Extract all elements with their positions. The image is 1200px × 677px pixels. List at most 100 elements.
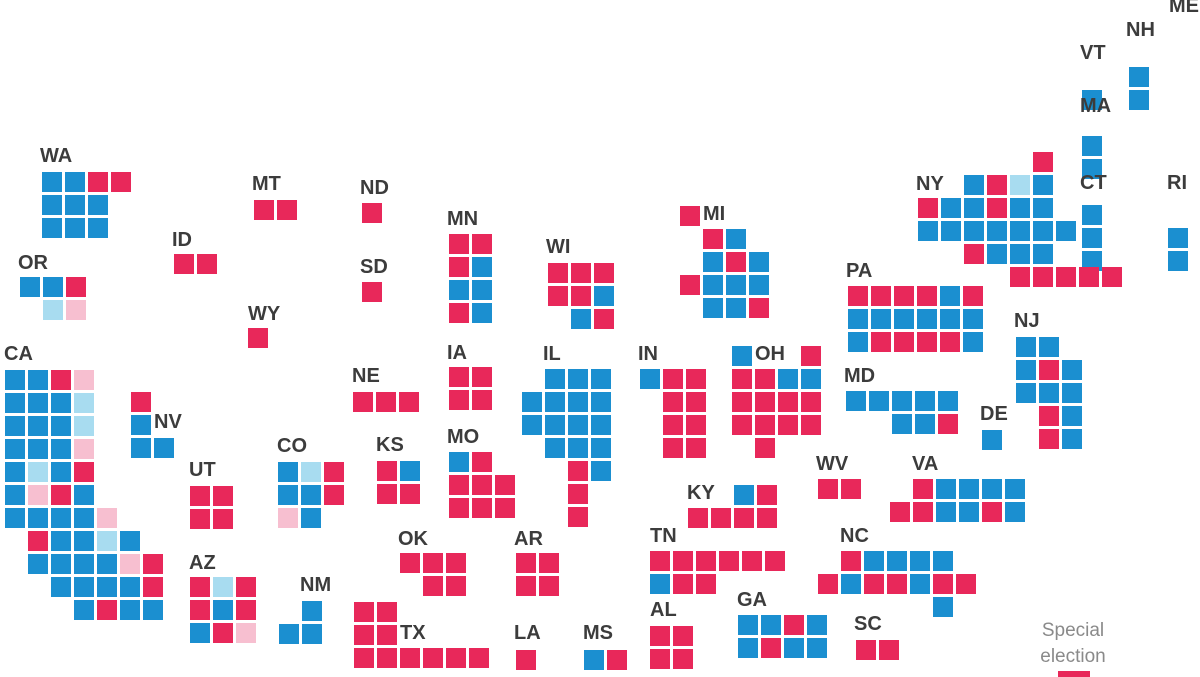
seat-tn-6[interactable] bbox=[765, 551, 785, 571]
seat-wa-5[interactable] bbox=[42, 195, 62, 215]
seat-ar-3[interactable] bbox=[516, 576, 536, 596]
seat-tx-6[interactable] bbox=[377, 648, 397, 668]
seat-mi-2[interactable] bbox=[703, 229, 723, 249]
seat-ut-4[interactable] bbox=[213, 509, 233, 529]
seat-ne-3[interactable] bbox=[399, 392, 419, 412]
seat-az-9[interactable] bbox=[236, 623, 256, 643]
seat-ca-14[interactable] bbox=[28, 439, 48, 459]
seat-pa-5[interactable] bbox=[940, 286, 960, 306]
seat-ny-19[interactable] bbox=[964, 244, 984, 264]
seat-ia-3[interactable] bbox=[449, 390, 469, 410]
seat-ga-5[interactable] bbox=[738, 638, 758, 658]
seat-wa-3[interactable] bbox=[88, 172, 108, 192]
seat-nv-1[interactable] bbox=[131, 392, 151, 412]
seat-md-8[interactable] bbox=[938, 414, 958, 434]
seat-mn-4[interactable] bbox=[472, 257, 492, 277]
seat-ca-22[interactable] bbox=[28, 485, 48, 505]
seat-ca-23[interactable] bbox=[51, 485, 71, 505]
seat-oh-4[interactable] bbox=[755, 369, 775, 389]
seat-va-1[interactable] bbox=[913, 479, 933, 499]
seat-nc-7[interactable] bbox=[841, 574, 861, 594]
seat-oh-11[interactable] bbox=[732, 415, 752, 435]
seat-tx-10[interactable] bbox=[469, 648, 489, 668]
seat-mo-6[interactable] bbox=[449, 498, 469, 518]
seat-mi-1[interactable] bbox=[680, 206, 700, 226]
seat-ny-2[interactable] bbox=[964, 175, 984, 195]
seat-ca-3[interactable] bbox=[51, 370, 71, 390]
seat-mi-3[interactable] bbox=[726, 229, 746, 249]
seat-oh-3[interactable] bbox=[732, 369, 752, 389]
seat-il-2[interactable] bbox=[568, 369, 588, 389]
seat-ca-30[interactable] bbox=[28, 531, 48, 551]
seat-va-8[interactable] bbox=[936, 502, 956, 522]
seat-tx-7[interactable] bbox=[400, 648, 420, 668]
seat-ca-16[interactable] bbox=[74, 439, 94, 459]
seat-ca-9[interactable] bbox=[5, 416, 25, 436]
seat-ca-37[interactable] bbox=[74, 554, 94, 574]
seat-ca-50[interactable] bbox=[74, 577, 94, 597]
seat-nj-4[interactable] bbox=[1039, 360, 1059, 380]
seat-pa-13[interactable] bbox=[848, 332, 868, 352]
seat-in-7[interactable] bbox=[686, 415, 706, 435]
seat-md-1[interactable] bbox=[846, 391, 866, 411]
seat-pa-7[interactable] bbox=[848, 309, 868, 329]
seat-mn-7[interactable] bbox=[449, 303, 469, 323]
seat-mo-3[interactable] bbox=[449, 475, 469, 495]
seat-ca-33[interactable] bbox=[97, 531, 117, 551]
seat-ga-4[interactable] bbox=[807, 615, 827, 635]
seat-il-15[interactable] bbox=[568, 461, 588, 481]
seat-md-7[interactable] bbox=[915, 414, 935, 434]
seat-tn-9[interactable] bbox=[696, 574, 716, 594]
seat-il-18[interactable] bbox=[568, 507, 588, 527]
seat-ca-31[interactable] bbox=[51, 531, 71, 551]
seat-ca-2[interactable] bbox=[28, 370, 48, 390]
seat-mi-9[interactable] bbox=[726, 275, 746, 295]
seat-mi-10[interactable] bbox=[749, 275, 769, 295]
seat-nj-6[interactable] bbox=[1016, 383, 1036, 403]
seat-ks-2[interactable] bbox=[400, 461, 420, 481]
seat-ny-11[interactable] bbox=[1033, 198, 1053, 218]
seat-al-1[interactable] bbox=[650, 626, 670, 646]
seat-ma-2[interactable] bbox=[1082, 159, 1102, 179]
seat-nc-11[interactable] bbox=[933, 574, 953, 594]
seat-il-1[interactable] bbox=[545, 369, 565, 389]
seat-nj-7[interactable] bbox=[1039, 383, 1059, 403]
seat-wa-4[interactable] bbox=[111, 172, 131, 192]
seat-va-6[interactable] bbox=[890, 502, 910, 522]
seat-mi-14[interactable] bbox=[749, 252, 769, 272]
seat-ut-3[interactable] bbox=[190, 509, 210, 529]
seat-nd-1[interactable] bbox=[362, 203, 382, 223]
seat-ny-10[interactable] bbox=[1010, 198, 1030, 218]
seat-va-9[interactable] bbox=[959, 502, 979, 522]
seat-wa-2[interactable] bbox=[65, 172, 85, 192]
seat-ga-6[interactable] bbox=[761, 638, 781, 658]
seat-ny-5[interactable] bbox=[1033, 175, 1053, 195]
seat-ca-20[interactable] bbox=[74, 462, 94, 482]
seat-pa-10[interactable] bbox=[917, 309, 937, 329]
seat-ny-7[interactable] bbox=[941, 198, 961, 218]
seat-oh-16[interactable] bbox=[778, 392, 798, 412]
seat-ga-1[interactable] bbox=[738, 615, 758, 635]
seat-ks-4[interactable] bbox=[400, 484, 420, 504]
seat-mn-1[interactable] bbox=[449, 234, 469, 254]
seat-ca-8[interactable] bbox=[74, 393, 94, 413]
seat-wv-1[interactable] bbox=[818, 479, 838, 499]
seat-wi-6[interactable] bbox=[594, 286, 614, 306]
seat-ny-15[interactable] bbox=[987, 221, 1007, 241]
seat-oh-14[interactable] bbox=[801, 415, 821, 435]
seat-ks-3[interactable] bbox=[377, 484, 397, 504]
seat-nh-2[interactable] bbox=[1129, 90, 1149, 110]
seat-oh-13[interactable] bbox=[778, 415, 798, 435]
seat-ms-2[interactable] bbox=[607, 650, 627, 670]
seat-de-1[interactable] bbox=[982, 430, 1002, 450]
seat-wi-4[interactable] bbox=[548, 286, 568, 306]
seat-nj-10[interactable] bbox=[1062, 406, 1082, 426]
seat-ky-3[interactable] bbox=[688, 508, 708, 528]
seat-tx-5[interactable] bbox=[354, 648, 374, 668]
seat-ga-3[interactable] bbox=[784, 615, 804, 635]
seat-tx-1[interactable] bbox=[354, 602, 374, 622]
seat-mi-4[interactable] bbox=[703, 252, 723, 272]
seat-in-1[interactable] bbox=[640, 369, 660, 389]
seat-pa-4[interactable] bbox=[917, 286, 937, 306]
seat-tx-4[interactable] bbox=[377, 625, 397, 645]
